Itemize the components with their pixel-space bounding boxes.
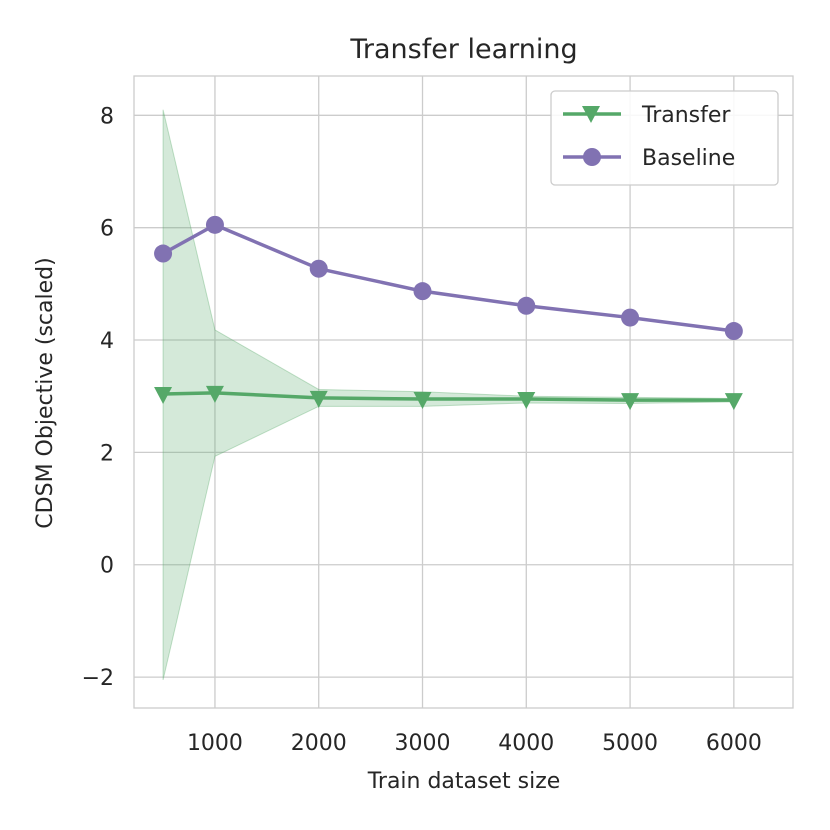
- y-tick-label: −2: [82, 666, 114, 691]
- transfer-point: [517, 392, 536, 410]
- x-tick-label: 2000: [291, 731, 347, 756]
- x-tick-label: 4000: [498, 731, 554, 756]
- x-tick-label: 3000: [395, 731, 451, 756]
- x-tick-label: 5000: [602, 731, 658, 756]
- transfer-point: [621, 393, 640, 411]
- y-tick-label: 6: [100, 217, 114, 242]
- x-tick-label: 1000: [187, 731, 243, 756]
- transfer-point: [724, 393, 743, 411]
- legend: Transfer Baseline: [550, 90, 779, 186]
- baseline-line: [162, 223, 735, 333]
- baseline-point: [621, 308, 640, 327]
- legend-marker-baseline: [583, 148, 601, 166]
- y-tick-label: 2: [100, 441, 114, 466]
- baseline-point: [413, 282, 432, 301]
- transfer-point: [413, 392, 432, 410]
- transfer-point: [205, 385, 224, 403]
- baseline-point: [724, 322, 743, 341]
- legend-label-baseline: Baseline: [642, 146, 735, 171]
- legend-label-transfer: Transfer: [641, 103, 731, 128]
- baseline-point: [154, 244, 173, 263]
- legend-marker-transfer: [582, 106, 600, 123]
- x-axis-title: Train dataset size: [367, 769, 561, 794]
- plot-frame: [133, 75, 794, 709]
- baseline-point: [517, 296, 536, 315]
- y-tick-label: 0: [100, 554, 114, 579]
- baseline-point: [309, 259, 328, 278]
- x-tick-label: 6000: [706, 731, 762, 756]
- transfer-point: [309, 390, 328, 408]
- y-axis-title: CDSM Objective (scaled): [33, 257, 58, 528]
- y-tick-labels: −2 0 2 4 6 8: [82, 104, 114, 691]
- transfer-point: [154, 386, 173, 404]
- chart-title: Transfer learning: [349, 34, 577, 65]
- x-tick-labels: 1000 2000 3000 4000 5000 6000: [187, 731, 762, 756]
- y-tick-label: 4: [100, 329, 114, 354]
- y-tick-label: 8: [100, 104, 114, 129]
- series-markers-group: [154, 215, 743, 411]
- baseline-point: [205, 215, 224, 234]
